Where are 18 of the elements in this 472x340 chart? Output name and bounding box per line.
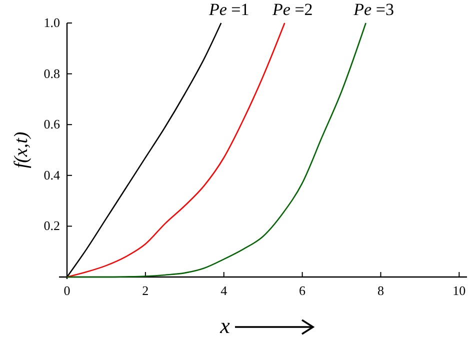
y-tick-label: 0.2 bbox=[44, 218, 60, 234]
y-tick-label: 0.6 bbox=[44, 116, 60, 132]
line-series bbox=[66, 22, 366, 278]
y-tick-label: 0.8 bbox=[44, 66, 60, 81]
x-tick-label: 4 bbox=[220, 283, 228, 298]
x-tick-label: 0 bbox=[64, 283, 70, 298]
y-tick-label: 0.4 bbox=[44, 167, 60, 182]
x-tick-label: 2 bbox=[142, 283, 149, 298]
series-label: Pe =3 bbox=[352, 0, 394, 19]
line-series bbox=[66, 22, 286, 278]
x-tick-label: 8 bbox=[377, 283, 384, 298]
y-tick-label: 1.0 bbox=[44, 15, 60, 30]
series-label: Pe =2 bbox=[272, 0, 313, 19]
x-tick-label: 10 bbox=[452, 283, 466, 298]
x-tick-label: 6 bbox=[299, 283, 306, 298]
x-axis-title: x bbox=[219, 313, 230, 338]
y-axis-title: f(x,t) bbox=[11, 132, 32, 168]
series-label: Pe =1 bbox=[208, 0, 250, 19]
